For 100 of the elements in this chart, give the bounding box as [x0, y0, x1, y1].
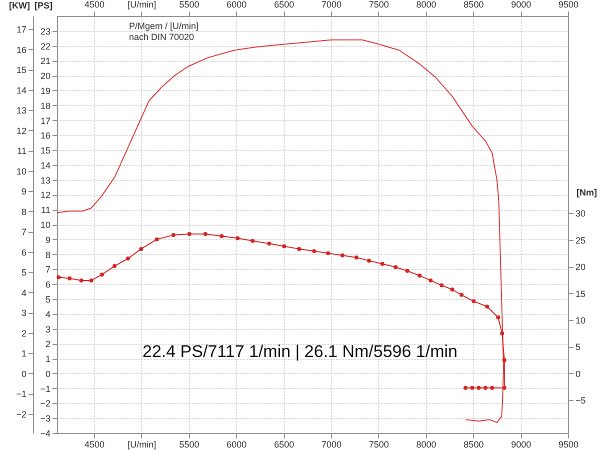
y3-tick-label: 9: [21, 186, 26, 197]
x2-tick-label: 7500: [368, 0, 389, 10]
y2-tick-label: 20: [576, 262, 586, 272]
point: [502, 358, 506, 362]
y3-tick-label: 15: [16, 65, 26, 76]
y-tick-label: −3: [40, 414, 50, 424]
x2-tick-label: 4500: [84, 0, 104, 10]
point: [68, 276, 72, 280]
point: [89, 278, 94, 282]
y3-tick-label: 13: [16, 106, 26, 116]
point: [267, 242, 272, 246]
y-tick-label: 2: [45, 339, 50, 350]
point: [464, 386, 468, 390]
point: [502, 386, 506, 390]
y3-tick-label: 17: [16, 24, 26, 35]
y2-tick-label: 25: [576, 235, 586, 246]
x2-tick-label: 6000: [226, 0, 247, 10]
x-tick-label: 7000: [321, 440, 342, 450]
point: [380, 262, 384, 266]
annotation: nach DIN 70020: [129, 32, 194, 42]
y3-tick-label: 8: [21, 206, 26, 217]
y3-tick-label: 1: [21, 348, 26, 359]
point: [79, 278, 84, 282]
y3-tick-label: 6: [21, 247, 26, 258]
x2-tick-label: 5500: [179, 0, 200, 10]
y-tick-label: 16: [40, 130, 50, 141]
point: [203, 232, 208, 236]
point: [418, 274, 422, 278]
y-tick-label: 15: [40, 146, 50, 156]
point: [220, 234, 224, 238]
x-tick-label: [U/min]: [128, 440, 156, 450]
point: [236, 236, 240, 240]
point: [496, 315, 500, 320]
y2-tick-label: 15: [576, 288, 586, 299]
y-tick-label: 19: [40, 86, 50, 96]
point: [405, 268, 410, 273]
y3-axis-title: [KW]: [9, 0, 30, 10]
y3-tick-label: 4: [21, 288, 26, 298]
y-tick-label: 20: [40, 71, 50, 82]
point: [483, 386, 488, 390]
y-tick-label: 22: [40, 41, 50, 52]
point: [100, 272, 104, 277]
point: [112, 264, 117, 268]
y2-tick-label: 0: [576, 368, 581, 379]
y-tick-label: 17: [40, 116, 50, 126]
point: [312, 249, 316, 254]
y-tick-label: 9: [45, 234, 50, 245]
point: [490, 386, 494, 390]
y-tick-label: −1: [40, 384, 50, 394]
y-tick-label: 14: [40, 160, 50, 170]
y2-axis-title: [Nm]: [576, 188, 597, 198]
y2-tick-label: 30: [576, 208, 586, 219]
y3-tick-label: 2: [21, 328, 26, 338]
x2-tick-label: 6500: [274, 0, 294, 10]
y3-tick-label: 14: [16, 85, 26, 96]
point: [56, 275, 61, 280]
point: [485, 304, 490, 309]
annotation: 22.4 PS/7117 1/min | 26.1 Nm/5596 1/min: [142, 342, 458, 361]
y-tick-label: 5: [45, 294, 50, 304]
x2-tick-label: 8500: [464, 0, 484, 10]
x2-tick-label: 8000: [416, 0, 436, 10]
x-tick-label: 9000: [511, 440, 532, 450]
point: [450, 288, 454, 292]
y3-tick-label: 16: [16, 44, 26, 55]
point: [250, 238, 255, 243]
y3-tick-label: −2: [16, 409, 26, 420]
point: [282, 244, 286, 248]
point: [354, 255, 358, 260]
x-tick-label: 6000: [226, 440, 247, 450]
point: [126, 256, 130, 261]
point: [428, 278, 433, 282]
y3-tick-label: 11: [17, 146, 26, 156]
point: [440, 283, 444, 288]
y-tick-label: 18: [40, 100, 50, 111]
y-tick-label: 3: [45, 324, 50, 334]
x2-tick-label: 7000: [321, 0, 342, 10]
point: [367, 258, 372, 263]
y-tick-label: 10: [40, 220, 50, 230]
point: [187, 232, 192, 236]
y-tick-label: 8: [45, 250, 50, 260]
x2-tick-label: [U/min]: [128, 0, 156, 10]
y-tick-label: 21: [40, 56, 50, 66]
point: [394, 265, 398, 270]
point: [476, 386, 481, 390]
point: [171, 233, 176, 238]
line-series: [56, 39, 504, 424]
x-tick-label: 6500: [274, 440, 294, 450]
x-tick-label: 8500: [464, 440, 484, 450]
x-tick-label: 5500: [179, 440, 200, 450]
point: [340, 253, 344, 258]
y-tick-label: 12: [40, 190, 50, 200]
x-tick-label: 7500: [368, 440, 389, 450]
point: [139, 246, 144, 251]
y-tick-label: 4: [45, 309, 50, 320]
y3-tick-label: 7: [21, 227, 26, 238]
y3-tick-label: 5: [21, 268, 26, 278]
y-tick-label: −4: [40, 428, 50, 438]
y-tick-label: 0: [45, 368, 50, 379]
y-tick-label: −2: [40, 398, 50, 409]
y-tick-label: 1: [45, 354, 50, 364]
